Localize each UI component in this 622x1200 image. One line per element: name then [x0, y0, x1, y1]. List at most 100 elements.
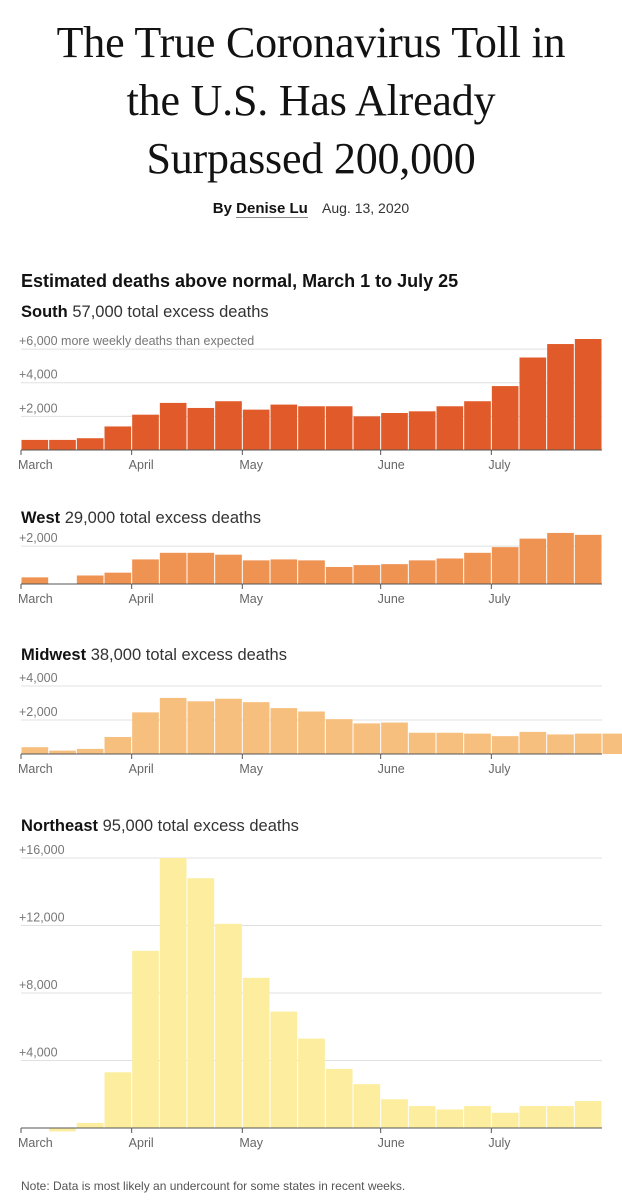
midwest-bar [325, 719, 353, 754]
south-bar [159, 402, 187, 450]
west-bar [353, 565, 381, 584]
south-bar [574, 339, 602, 450]
northeast-y-tick-label: +12,000 [19, 911, 65, 925]
west-month-label: June [378, 592, 405, 606]
headline-line-1: The True Coronavirus Toll in [56, 18, 566, 67]
midwest-bar [602, 733, 622, 754]
midwest-bar [242, 702, 270, 754]
west-bar [242, 560, 270, 584]
midwest-bar [381, 722, 408, 754]
south-bar [76, 438, 104, 450]
south-bar [49, 439, 76, 450]
midwest-y-tick-label: +4,000 [19, 671, 58, 685]
northeast-month-label: April [129, 1136, 154, 1150]
south-month-label: June [378, 458, 405, 472]
northeast-chart: +4,000 +8,000 +12,000 +16,000 March April May J… [18, 843, 602, 1150]
south-bar [491, 386, 519, 450]
midwest-month-label: July [488, 762, 511, 776]
south-region-label: South [21, 303, 68, 321]
south-bar [436, 406, 464, 450]
west-bar [21, 577, 49, 584]
south-total-label: 57,000 total excess deaths [72, 303, 269, 321]
midwest-bar [21, 747, 49, 754]
northeast-bar [436, 1109, 464, 1128]
midwest-region-label: Midwest [21, 646, 87, 664]
west-y-tick-label: +2,000 [19, 531, 58, 545]
south-bar [187, 407, 215, 450]
south-y-tick-label: +2,000 [19, 401, 58, 415]
northeast-bar [491, 1112, 519, 1128]
northeast-bar [325, 1068, 353, 1128]
west-total-label: 29,000 total excess deaths [64, 509, 262, 527]
west-bar [491, 547, 519, 584]
northeast-bar [215, 923, 242, 1128]
south-bar [270, 404, 298, 450]
midwest-bar [298, 711, 325, 754]
west-bar [187, 552, 215, 584]
south-month-label: July [488, 458, 511, 472]
author-link[interactable]: Denise Lu [236, 200, 308, 218]
west-month-label: May [239, 592, 263, 606]
midwest-month-label: June [378, 762, 405, 776]
south-bar [21, 439, 49, 450]
headline: The True Coronavirus Toll in the U.S. Ha… [0, 14, 622, 188]
headline-line-2: the U.S. Has Already [126, 76, 496, 125]
northeast-bar [76, 1122, 104, 1128]
west-bar [270, 559, 298, 584]
northeast-region-label: Northeast [21, 817, 99, 835]
northeast-month-label: May [239, 1136, 263, 1150]
northeast-y-tick-label: +8,000 [19, 978, 58, 992]
south-bar [242, 409, 270, 450]
northeast-total-label: 95,000 total excess deaths [102, 817, 299, 835]
northeast-bar [242, 977, 270, 1128]
south-bar [132, 414, 159, 450]
northeast-bar [381, 1099, 408, 1128]
midwest-bar [159, 697, 187, 754]
west-bar [408, 560, 436, 584]
west-month-label: July [488, 592, 511, 606]
west-bar [215, 554, 242, 584]
northeast-month-label: March [18, 1136, 53, 1150]
northeast-panel-title: Northeast 95,000 total excess deaths [21, 817, 299, 836]
midwest-bar [104, 737, 132, 754]
northeast-y-tick-label: +4,000 [19, 1046, 58, 1060]
midwest-bar [76, 748, 104, 754]
midwest-bar [408, 732, 436, 754]
midwest-bar [132, 712, 159, 754]
northeast-month-label: June [378, 1136, 405, 1150]
midwest-bar [547, 734, 574, 754]
midwest-bar [270, 708, 298, 754]
south-bar [104, 426, 132, 450]
south-bar [408, 411, 436, 450]
northeast-bar [270, 1011, 298, 1128]
northeast-bar [519, 1106, 547, 1128]
section-title: Estimated deaths above normal, March 1 t… [21, 271, 459, 291]
west-chart: +2,000 March April May June July [18, 531, 602, 606]
publish-date: Aug. 13, 2020 [322, 200, 410, 216]
west-month-label: March [18, 592, 53, 606]
south-month-label: May [239, 458, 263, 472]
midwest-bar [49, 750, 76, 754]
northeast-bar [298, 1038, 325, 1128]
northeast-bar [574, 1101, 602, 1128]
south-bar [353, 416, 381, 450]
northeast-y-tick-label: +16,000 [19, 843, 65, 857]
midwest-panel-title: Midwest 38,000 total excess deaths [21, 646, 287, 665]
northeast-bar [547, 1106, 574, 1128]
midwest-month-label: March [18, 762, 53, 776]
northeast-bar [353, 1084, 381, 1128]
west-bar [436, 558, 464, 584]
northeast-bar [159, 858, 187, 1128]
midwest-bar [436, 732, 464, 754]
west-bar [325, 566, 353, 584]
south-bar [519, 357, 547, 450]
midwest-month-label: April [129, 762, 154, 776]
south-bar [464, 401, 491, 450]
west-bar [76, 575, 104, 584]
south-chart: +2,000 +4,000 +6,000 more weekly deaths th… [18, 334, 602, 472]
west-bar [574, 534, 602, 584]
south-panel-title: South 57,000 total excess deaths [21, 303, 269, 322]
west-bar [298, 560, 325, 584]
midwest-month-label: May [239, 762, 263, 776]
northeast-bar [49, 1128, 76, 1132]
